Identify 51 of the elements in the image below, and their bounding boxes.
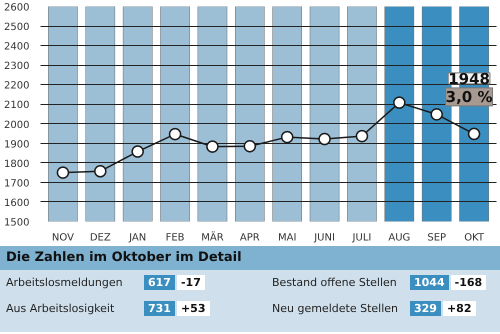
- point: [430, 108, 443, 121]
- x-tick-label: MAI: [278, 232, 296, 244]
- y-tick-label: 2500: [4, 22, 30, 34]
- point: [206, 140, 219, 153]
- y-tick-label: 1700: [4, 178, 30, 190]
- text: 1044: [410, 275, 449, 290]
- y-tick-label: 1500: [4, 218, 30, 228]
- point: [56, 166, 70, 179]
- x-tick-label: NOV: [52, 232, 74, 244]
- point: [94, 165, 107, 178]
- y-tick-label: 1900: [4, 139, 30, 150]
- point: [168, 128, 182, 140]
- text: Aus Arbeitslosigkeit: [6, 302, 116, 315]
- point: [393, 96, 406, 109]
- x-tick-label: OKT: [464, 232, 485, 244]
- point: [131, 145, 144, 158]
- y-tick-label: 2600: [4, 2, 30, 14]
- text: +53: [176, 301, 210, 316]
- x-tick-label: FEB: [166, 232, 185, 244]
- x-tick-label: JULI: [352, 232, 372, 244]
- x-tick-label: JUNI: [313, 232, 335, 244]
- y-tick-label: 2400: [4, 42, 30, 53]
- y-tick-label: 1600: [4, 198, 30, 209]
- x-tick-label: JAN: [128, 232, 146, 244]
- text: Neu gemeldete Stellen: [272, 302, 399, 315]
- x-tick-label: MÄR: [201, 230, 224, 244]
- x-tick-label: APR: [240, 232, 260, 244]
- text: -17: [176, 275, 205, 290]
- y-tick-label: 2000: [4, 120, 30, 131]
- y-tick-label: 2300: [4, 61, 30, 72]
- y-tick-label: 2100: [4, 100, 30, 112]
- annotation: 3,0 %: [446, 88, 492, 106]
- text: Arbeitslosmeldungen: [6, 276, 124, 289]
- annotation: 1948: [448, 70, 490, 88]
- point: [318, 132, 331, 146]
- y-tick-label: 2200: [4, 80, 30, 92]
- x-tick-label: DEZ: [90, 232, 111, 244]
- point: [468, 128, 480, 140]
- text: 329: [410, 301, 441, 316]
- point: [244, 140, 256, 152]
- point: [280, 130, 294, 144]
- text: 731: [144, 301, 175, 316]
- text: 617: [144, 275, 175, 290]
- point: [356, 130, 368, 142]
- text: Bestand offene Stellen: [272, 276, 398, 289]
- x-tick-label: AUG: [388, 232, 410, 244]
- text: +82: [442, 301, 476, 316]
- x-tick-label: SEP: [427, 232, 446, 244]
- y-tick-label: 1800: [4, 158, 30, 170]
- text: -168: [450, 275, 486, 290]
- text: Die Zahlen im Oktober im Detail: [0, 246, 500, 270]
